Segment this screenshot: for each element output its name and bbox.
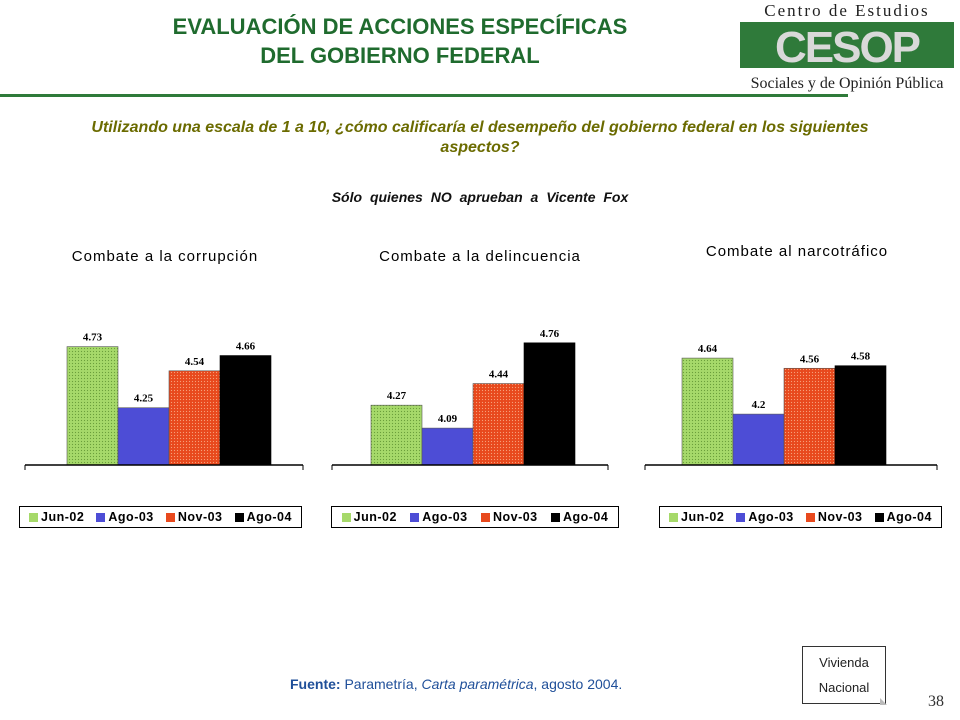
source-org: Parametría, bbox=[340, 676, 422, 692]
logo-mark-text: CESOP bbox=[775, 23, 920, 72]
cesop-logo: Centro de Estudios CESOP Sociales y de O… bbox=[740, 1, 954, 92]
bar-value-label: 4.64 bbox=[698, 343, 718, 355]
sample-note: Vivienda Nacional bbox=[802, 646, 886, 704]
legend-label: Nov-03 bbox=[817, 510, 863, 524]
legend-label: Nov-03 bbox=[177, 510, 223, 524]
legend-swatch bbox=[480, 512, 490, 522]
legend-item-ago-04: Ago-04 bbox=[234, 510, 292, 524]
page-title: EVALUACIÓN DE ACCIONES ESPECÍFICAS DEL G… bbox=[90, 12, 710, 70]
chart-2-title: Combate a la delincuencia bbox=[379, 248, 581, 265]
page-title-line-2: DEL GOBIERNO FEDERAL bbox=[260, 43, 540, 68]
legend-label: Ago-03 bbox=[422, 510, 468, 524]
legend-label: Ago-04 bbox=[562, 510, 609, 524]
legend-swatch bbox=[410, 512, 420, 522]
chart-1-plot: 4.73 4.25 4.54 4.66 bbox=[24, 332, 304, 470]
bar-value-label: 4.25 bbox=[134, 393, 154, 405]
bar-ago-04 bbox=[219, 355, 272, 466]
bar-nov-03 bbox=[783, 367, 836, 466]
legend-item-jun-02: Jun-02 bbox=[29, 510, 84, 524]
legend-label: Jun-02 bbox=[681, 510, 725, 524]
legend-item-nov-03: Nov-03 bbox=[165, 510, 223, 524]
legend-swatch bbox=[29, 512, 39, 522]
legend-item-ago-04: Ago-04 bbox=[874, 510, 932, 524]
bar-value-label: 4.09 bbox=[438, 413, 458, 425]
legend-swatch bbox=[96, 512, 106, 522]
chart-3-legend: Jun-02 Ago-03 Nov-03 Ago-04 bbox=[659, 506, 942, 528]
bar-ago-03 bbox=[421, 427, 474, 466]
bar-value-label: 4.56 bbox=[800, 353, 820, 365]
source-publication: Carta paramétrica bbox=[421, 676, 534, 692]
header-divider bbox=[0, 94, 848, 97]
chart-1-title: Combate a la corrupción bbox=[71, 248, 259, 265]
bar-value-label: 4.66 bbox=[236, 341, 256, 353]
page-title-line-1: EVALUACIÓN DE ACCIONES ESPECÍFICAS bbox=[172, 14, 628, 39]
legend-label: Jun-02 bbox=[353, 510, 397, 524]
source-citation: Fuente: Parametría, Carta paramétrica, a… bbox=[290, 676, 622, 692]
bar-value-label: 4.73 bbox=[83, 332, 103, 344]
legend-label: Jun-02 bbox=[41, 510, 85, 524]
source-label: Fuente: bbox=[290, 676, 341, 692]
bar-value-label: 4.58 bbox=[851, 351, 871, 363]
chart-2-legend: Jun-02 Ago-03 Nov-03 Ago-04 bbox=[331, 506, 619, 528]
legend-swatch bbox=[550, 512, 560, 522]
legend-item-jun-02: Jun-02 bbox=[341, 510, 397, 524]
legend-item-nov-03: Nov-03 bbox=[480, 510, 538, 524]
bar-ago-03 bbox=[732, 413, 785, 466]
bar-jun-02 bbox=[681, 357, 734, 466]
legend-label: Ago-03 bbox=[748, 510, 794, 524]
legend-swatch bbox=[165, 512, 175, 522]
bar-nov-03 bbox=[472, 383, 525, 466]
chart-2-plot: 4.27 4.09 4.44 4.76 bbox=[331, 328, 609, 470]
legend-item-ago-03: Ago-03 bbox=[410, 510, 467, 524]
bar-jun-02 bbox=[66, 346, 119, 466]
bar-ago-03 bbox=[117, 407, 170, 466]
bar-jun-02 bbox=[370, 404, 423, 466]
legend-swatch bbox=[669, 512, 679, 522]
logo-top-text: Centro de Estudios bbox=[764, 1, 929, 20]
note-fold-corner bbox=[880, 698, 887, 705]
legend-swatch bbox=[874, 512, 884, 522]
legend-swatch bbox=[805, 512, 815, 522]
legend-item-ago-03: Ago-03 bbox=[736, 510, 793, 524]
legend-item-nov-03: Nov-03 bbox=[805, 510, 863, 524]
logo-bottom-text: Sociales y de Opinión Pública bbox=[751, 75, 944, 92]
sample-note-line-1: Vivienda bbox=[819, 655, 869, 670]
bar-value-label: 4.27 bbox=[387, 390, 407, 402]
bar-value-label: 4.2 bbox=[752, 399, 766, 411]
legend-item-jun-02: Jun-02 bbox=[669, 510, 724, 524]
legend-swatch bbox=[341, 512, 351, 522]
legend-item-ago-03: Ago-03 bbox=[96, 510, 153, 524]
bar-ago-04 bbox=[834, 365, 887, 466]
bar-ago-04 bbox=[523, 342, 576, 466]
subgroup-subtitle: Sólo quienes NO aprueban a Vicente Fox bbox=[331, 189, 629, 205]
legend-label: Ago-04 bbox=[886, 510, 932, 524]
bar-value-label: 4.54 bbox=[185, 356, 205, 368]
logo-band bbox=[740, 22, 954, 68]
source-date: , agosto 2004. bbox=[533, 676, 623, 692]
bar-nov-03 bbox=[168, 370, 221, 466]
page-number: 38 bbox=[928, 693, 944, 710]
legend-label: Ago-04 bbox=[246, 510, 292, 524]
chart-3-plot: 4.64 4.2 4.56 4.58 bbox=[644, 343, 938, 470]
legend-label: Ago-03 bbox=[108, 510, 154, 524]
sample-note-line-2: Nacional bbox=[818, 680, 870, 695]
survey-question: Utilizando una escala de 1 a 10, ¿cómo c… bbox=[91, 119, 869, 156]
chart-3-title: Combate al narcotráfico bbox=[705, 243, 889, 260]
bar-value-label: 4.76 bbox=[540, 328, 560, 340]
chart-1-legend: Jun-02 Ago-03 Nov-03 Ago-04 bbox=[19, 506, 302, 528]
legend-label: Nov-03 bbox=[492, 510, 538, 524]
legend-item-ago-04: Ago-04 bbox=[550, 510, 609, 524]
legend-swatch bbox=[234, 512, 244, 522]
legend-swatch bbox=[736, 512, 746, 522]
bar-value-label: 4.44 bbox=[489, 369, 509, 381]
